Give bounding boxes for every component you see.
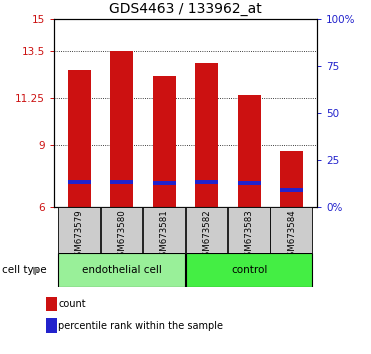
Bar: [152, 181, 176, 185]
Bar: [280, 188, 303, 193]
Text: count: count: [58, 299, 86, 309]
Text: GSM673584: GSM673584: [287, 210, 296, 262]
Bar: [110, 180, 134, 184]
Bar: [152, 76, 176, 207]
Bar: [68, 69, 91, 207]
Text: control: control: [231, 265, 267, 275]
Text: GSM673579: GSM673579: [75, 210, 84, 262]
Bar: [46, 318, 56, 333]
Bar: [195, 180, 219, 184]
Bar: [195, 63, 219, 207]
Bar: [143, 207, 185, 253]
Text: percentile rank within the sample: percentile rank within the sample: [58, 321, 223, 331]
Title: GDS4463 / 133962_at: GDS4463 / 133962_at: [109, 2, 262, 16]
Bar: [270, 207, 312, 253]
Bar: [68, 180, 91, 184]
Text: cell type: cell type: [2, 265, 46, 275]
Bar: [46, 296, 56, 311]
Bar: [237, 95, 261, 207]
Bar: [186, 207, 227, 253]
Bar: [58, 207, 100, 253]
Bar: [101, 207, 142, 253]
Text: GSM673582: GSM673582: [202, 210, 211, 262]
Bar: [228, 207, 270, 253]
Text: GSM673580: GSM673580: [117, 210, 126, 262]
Text: endothelial cell: endothelial cell: [82, 265, 162, 275]
Text: GSM673581: GSM673581: [160, 210, 169, 262]
Bar: [186, 253, 312, 287]
Bar: [58, 253, 185, 287]
Bar: [237, 181, 261, 185]
Text: GSM673583: GSM673583: [245, 210, 254, 262]
Text: ▶: ▶: [33, 265, 40, 275]
Bar: [280, 151, 303, 207]
Bar: [110, 51, 134, 207]
